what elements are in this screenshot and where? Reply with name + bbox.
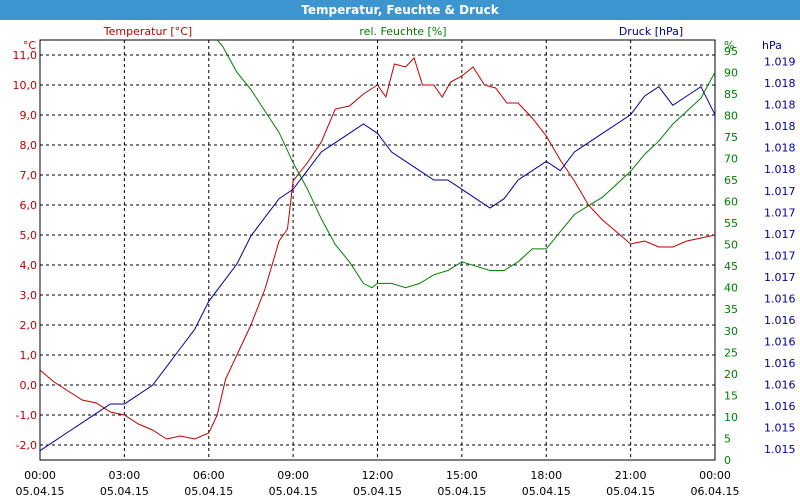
- x-tick-date: 05.04.15: [353, 485, 402, 498]
- pressure-tick-label: 1.018: [764, 142, 796, 155]
- temp-tick-label: 4,0: [20, 259, 38, 272]
- humidity-axis-label: rel. Feuchte [%]: [359, 25, 446, 38]
- pressure-axis-label: Druck [hPa]: [619, 25, 683, 38]
- pressure-tick-label: 1.019: [764, 56, 796, 69]
- humidity-tick-label: 75: [724, 131, 738, 144]
- pressure-tick-label: 1.017: [764, 271, 796, 284]
- humidity-tick-label: 65: [724, 174, 738, 187]
- humidity-tick-label: 15: [724, 389, 738, 402]
- x-tick-date: 05.04.15: [269, 485, 318, 498]
- press-series-line: [39, 85, 716, 452]
- humidity-tick-label: 25: [724, 346, 738, 359]
- humidity-tick-label: 0: [724, 454, 731, 467]
- temp-tick-label: 10,0: [13, 79, 38, 92]
- temp-axis-label: Temperatur [°C]: [103, 25, 192, 38]
- temp-tick-label: 5,0: [20, 229, 38, 242]
- pressure-tick-label: 1.015: [764, 443, 796, 456]
- temp-tick-label: -1,0: [16, 409, 37, 422]
- x-tick-time: 03:00: [109, 469, 141, 482]
- x-tick-time: 15:00: [446, 469, 478, 482]
- pressure-tick-label: 1.018: [764, 99, 796, 112]
- humidity-tick-label: 95: [724, 45, 738, 58]
- x-tick-date: 05.04.15: [522, 485, 571, 498]
- temp-tick-label: 0,0: [20, 379, 38, 392]
- pressure-tick-label: 1.018: [764, 163, 796, 176]
- window-title: Temperatur, Feuchte & Druck: [0, 0, 800, 20]
- temp-tick-label: -2,0: [16, 439, 37, 452]
- temp-axis-unit: °C: [23, 39, 37, 52]
- pressure-tick-label: 1.018: [764, 120, 796, 133]
- pressure-tick-label: 1.017: [764, 228, 796, 241]
- humidity-tick-label: 80: [724, 109, 738, 122]
- humidity-tick-label: 10: [724, 411, 738, 424]
- humidity-tick-label: 70: [724, 152, 738, 165]
- temp-tick-label: 9,0: [20, 109, 38, 122]
- x-tick-date: 05.04.15: [437, 485, 486, 498]
- humidity-tick-label: 85: [724, 88, 738, 101]
- pressure-tick-label: 1.017: [764, 185, 796, 198]
- humidity-tick-label: 45: [724, 260, 738, 273]
- humidity-tick-label: 55: [724, 217, 738, 230]
- temp-tick-label: 3,0: [20, 289, 38, 302]
- temp-tick-label: 11,0: [13, 49, 38, 62]
- temp-tick-label: 7,0: [20, 169, 38, 182]
- x-tick-date: 05.04.15: [606, 485, 655, 498]
- temp-tick-label: 2,0: [20, 319, 38, 332]
- temp-tick-label: 1,0: [20, 349, 38, 362]
- pressure-tick-label: 1.016: [764, 357, 796, 370]
- humidity-tick-label: 20: [724, 368, 738, 381]
- pressure-tick-label: 1.016: [764, 336, 796, 349]
- x-tick-time: 12:00: [362, 469, 394, 482]
- humidity-tick-label: 50: [724, 239, 738, 252]
- x-tick-date: 05.04.15: [100, 485, 149, 498]
- pressure-tick-label: 1.016: [764, 379, 796, 392]
- temp-tick-label: 8,0: [20, 139, 38, 152]
- x-tick-time: 21:00: [615, 469, 647, 482]
- pressure-axis-unit: hPa: [762, 39, 782, 52]
- x-tick-time: 18:00: [530, 469, 562, 482]
- temp-tick-label: 6,0: [20, 199, 38, 212]
- x-ticks: 00:00 05.04.15 03:00 05.04.15 06:00 05.04.15 0…: [16, 469, 740, 498]
- hum-series-line: [216, 39, 716, 289]
- x-tick-date: 05.04.15: [184, 485, 233, 498]
- humidity-tick-label: 40: [724, 282, 738, 295]
- pressure-tick-label: 1.018: [764, 77, 796, 90]
- series-lines: [39, 39, 716, 452]
- x-tick-date: 05.04.15: [16, 485, 65, 498]
- x-tick-time: 09:00: [277, 469, 309, 482]
- x-tick-time: 00:00: [699, 469, 731, 482]
- pressure-tick-label: 1.017: [764, 206, 796, 219]
- pressure-tick-label: 1.016: [764, 400, 796, 413]
- pressure-tick-label: 1.017: [764, 249, 796, 262]
- humidity-tick-label: 60: [724, 196, 738, 209]
- humidity-tick-label: 5: [724, 432, 731, 445]
- chart-canvas: Temperatur [°C] rel. Feuchte [%] Druck […: [13, 25, 796, 498]
- x-tick-date: 06.04.15: [691, 485, 740, 498]
- pressure-tick-label: 1.016: [764, 314, 796, 327]
- temp-series-line: [39, 57, 716, 440]
- pressure-tick-label: 1.016: [764, 292, 796, 305]
- humidity-tick-label: 90: [724, 66, 738, 79]
- humidity-axis-unit: %: [724, 39, 734, 52]
- y-ticks: -2,0 -1,0 0,0 1,0 2,0 3,0 4,0 5,0 6,0 7,0 8,0 9,0 10…: [13, 45, 796, 467]
- humidity-tick-label: 30: [724, 325, 738, 338]
- x-tick-time: 00:00: [24, 469, 56, 482]
- humidity-tick-label: 35: [724, 303, 738, 316]
- pressure-tick-label: 1.015: [764, 422, 796, 435]
- x-tick-time: 06:00: [193, 469, 225, 482]
